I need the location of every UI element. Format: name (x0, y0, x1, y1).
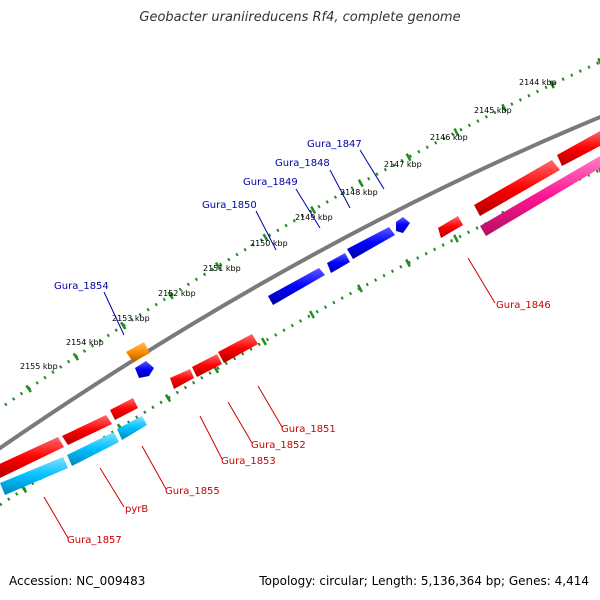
outer-major-tick (357, 179, 364, 188)
label-gura-1848[interactable]: Gura_1848 (275, 158, 330, 169)
inner-major-tick (405, 258, 411, 268)
kbp-label-2146: 2146 kbp (430, 133, 468, 142)
outer-major-tick (119, 321, 127, 330)
genome-summary-text: Topology: circular; Length: 5,136,364 bp… (259, 574, 589, 588)
kbp-label-2153: 2153 kbp (112, 314, 150, 323)
leader-gura-1852 (227, 401, 253, 444)
label-gura-1851[interactable]: Gura_1851 (281, 424, 336, 435)
outer-major-tick (310, 205, 317, 215)
accession-text: Accession: NC_009483 (9, 574, 146, 588)
outer-major-tick (405, 153, 412, 162)
kbp-label-2150: 2150 kbp (250, 239, 288, 248)
leader-gura-1857 (43, 496, 69, 539)
label-gura-1847[interactable]: Gura_1847 (307, 139, 362, 150)
gene-gura-1855-red[interactable] (110, 398, 138, 420)
outer-major-tick (549, 80, 555, 89)
inner-major-tick (357, 284, 363, 293)
kbp-label-2152: 2152 kbp (158, 289, 196, 298)
label-leaders (43, 149, 496, 539)
outer-major-tick (453, 127, 460, 137)
outer-major-tick (597, 57, 600, 65)
leader-gura-1851 (257, 385, 283, 428)
genome-backbone (0, 114, 600, 451)
kbp-labels: 2144 kbp 2145 kbp 2146 kbp 2147 kbp 2148… (20, 78, 557, 371)
inner-tick-track (0, 168, 600, 507)
gene-gura-1857[interactable] (0, 437, 64, 478)
gene-forward-red-2[interactable] (557, 130, 600, 166)
inner-major-tick (453, 234, 459, 243)
gene-gura-1851[interactable] (218, 334, 258, 363)
map-title: Geobacter uraniireducens Rf4, complete g… (139, 10, 461, 25)
gene-forward-red-1[interactable] (474, 160, 560, 216)
label-gura-1857[interactable]: Gura_1857 (67, 535, 122, 546)
outer-major-tick (25, 384, 32, 393)
kbp-label-2144: 2144 kbp (519, 78, 557, 87)
gene-cyan-2[interactable] (67, 432, 119, 466)
inner-major-tick (260, 337, 268, 346)
leader-pyrB (99, 467, 125, 508)
outer-major-tick (214, 262, 222, 271)
forward-strand-genes (0, 130, 600, 495)
label-gura-1855[interactable]: Gura_1855 (165, 486, 220, 497)
gene-gura-1850[interactable] (268, 268, 325, 305)
inner-major-tick (308, 310, 316, 319)
label-gura-1850[interactable]: Gura_1850 (202, 200, 257, 211)
label-gura-1846[interactable]: Gura_1846 (496, 300, 551, 311)
kbp-label-2148: 2148 kbp (340, 188, 378, 197)
label-gura-1854[interactable]: Gura_1854 (54, 281, 109, 292)
gene-pyrB[interactable] (62, 415, 112, 445)
leader-gura-1849 (295, 188, 321, 229)
outer-major-tick (262, 233, 269, 242)
gene-gura-1849[interactable] (327, 253, 350, 273)
reverse-strand-genes (126, 217, 410, 378)
leader-gura-1855 (141, 445, 167, 490)
gene-labels: Gura_1847 Gura_1848 Gura_1849 Gura_1850 … (54, 139, 551, 546)
kbp-label-2151: 2151 kbp (203, 264, 241, 273)
gene-gura-1853[interactable] (170, 369, 194, 389)
rna-gene-orange[interactable] (126, 342, 150, 362)
gene-forward-pink[interactable] (480, 156, 600, 236)
outer-major-tick (167, 291, 174, 300)
gene-gura-1846[interactable] (438, 216, 463, 238)
kbp-label-2145: 2145 kbp (474, 106, 512, 115)
leader-gura-1848 (329, 169, 351, 209)
gene-gura-1854[interactable] (135, 361, 154, 378)
label-gura-1852[interactable]: Gura_1852 (251, 440, 306, 451)
leader-gura-1846 (467, 257, 496, 304)
inner-major-tick (164, 394, 172, 403)
label-gura-1849[interactable]: Gura_1849 (243, 177, 298, 188)
leader-gura-1847 (359, 149, 385, 190)
label-pyrB[interactable]: pyrB (125, 504, 148, 515)
gene-gura-1852[interactable] (192, 354, 222, 377)
leader-gura-1850 (255, 210, 277, 251)
label-gura-1853[interactable]: Gura_1853 (221, 456, 276, 467)
kbp-label-2155: 2155 kbp (20, 362, 58, 371)
kbp-label-2147: 2147 kbp (384, 160, 422, 169)
gene-gura-1848[interactable] (347, 227, 395, 259)
outer-major-tick (501, 103, 508, 113)
leader-gura-1854 (103, 291, 125, 336)
leader-gura-1853 (199, 415, 223, 460)
gene-cyan-1[interactable] (117, 416, 147, 440)
kbp-label-2154: 2154 kbp (66, 338, 104, 347)
gene-gura-1847[interactable] (396, 217, 410, 233)
gene-cyan-3[interactable] (0, 457, 68, 495)
outer-major-tick (72, 352, 80, 361)
outer-major-ticks (25, 57, 600, 393)
